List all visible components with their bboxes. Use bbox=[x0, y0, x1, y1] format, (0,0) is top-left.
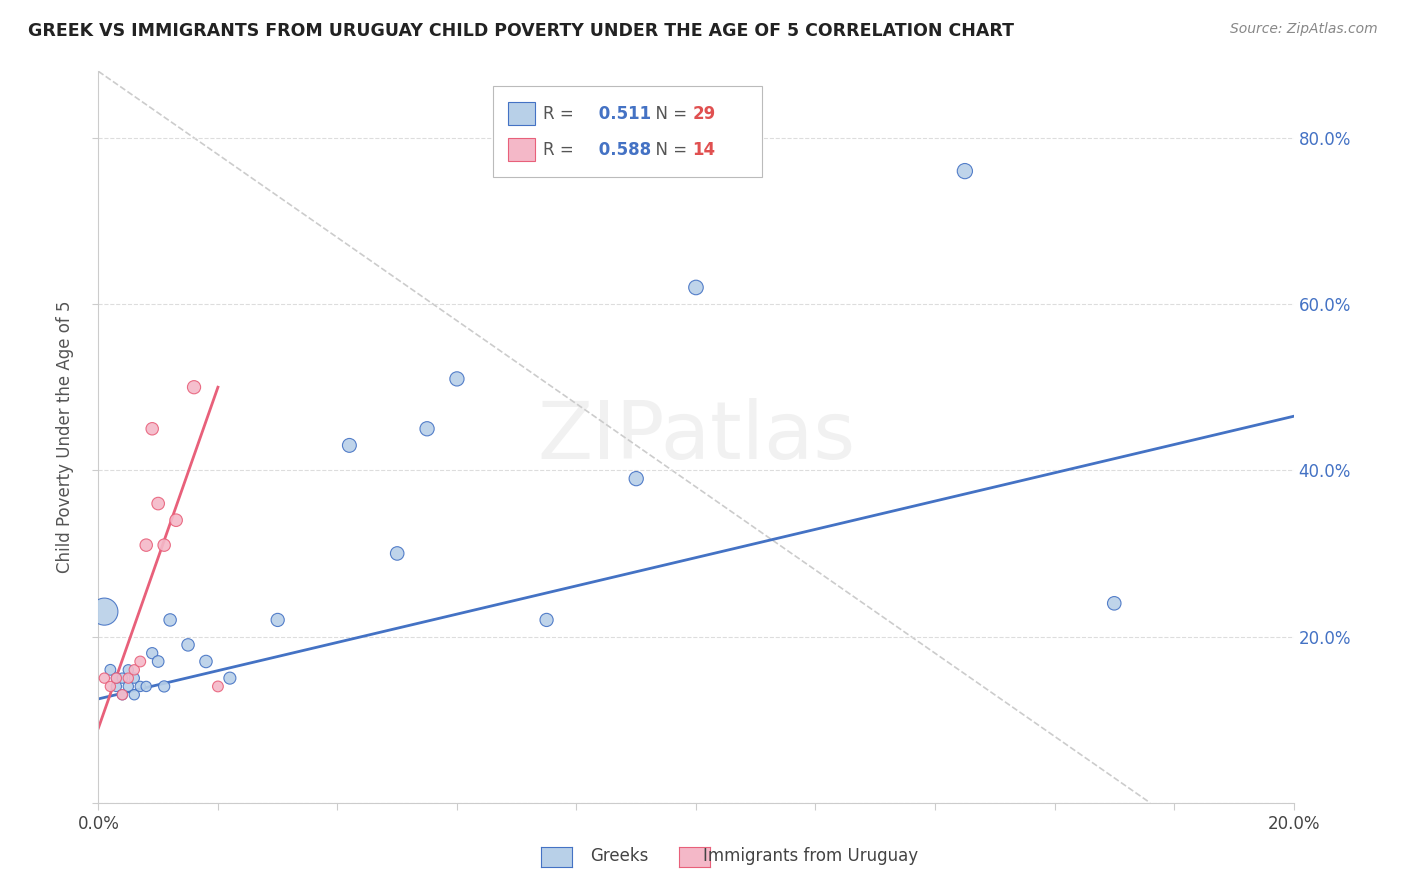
Point bbox=[165, 513, 187, 527]
Point bbox=[98, 680, 122, 694]
Point bbox=[148, 655, 170, 669]
Point bbox=[148, 497, 170, 511]
Text: N =: N = bbox=[644, 141, 692, 159]
Point bbox=[111, 688, 134, 702]
Point bbox=[385, 546, 409, 560]
Text: Immigrants from Uruguay: Immigrants from Uruguay bbox=[703, 847, 918, 864]
Point bbox=[446, 372, 468, 386]
Point bbox=[98, 663, 122, 677]
Point bbox=[129, 680, 152, 694]
Text: Source: ZipAtlas.com: Source: ZipAtlas.com bbox=[1230, 22, 1378, 37]
Point bbox=[159, 613, 181, 627]
Point bbox=[267, 613, 290, 627]
Point bbox=[105, 671, 128, 685]
Point bbox=[207, 680, 229, 694]
Text: 14: 14 bbox=[692, 141, 716, 159]
Point bbox=[339, 438, 361, 452]
Point bbox=[685, 280, 707, 294]
Point bbox=[105, 680, 128, 694]
Point bbox=[141, 646, 163, 660]
Point bbox=[111, 671, 134, 685]
Text: 0.511: 0.511 bbox=[593, 104, 651, 123]
Point bbox=[124, 663, 146, 677]
Point bbox=[117, 680, 139, 694]
Text: N =: N = bbox=[644, 104, 692, 123]
Point bbox=[111, 688, 134, 702]
Point bbox=[195, 655, 218, 669]
Text: 29: 29 bbox=[692, 104, 716, 123]
Point bbox=[1104, 596, 1126, 610]
FancyBboxPatch shape bbox=[509, 102, 534, 126]
FancyBboxPatch shape bbox=[509, 138, 534, 161]
Point bbox=[626, 472, 648, 486]
Point bbox=[141, 422, 163, 436]
Text: GREEK VS IMMIGRANTS FROM URUGUAY CHILD POVERTY UNDER THE AGE OF 5 CORRELATION CH: GREEK VS IMMIGRANTS FROM URUGUAY CHILD P… bbox=[28, 22, 1014, 40]
Text: ZIPatlas: ZIPatlas bbox=[537, 398, 855, 476]
Point bbox=[117, 663, 139, 677]
Point bbox=[124, 671, 146, 685]
Point bbox=[177, 638, 200, 652]
Text: R =: R = bbox=[543, 141, 579, 159]
Text: Greeks: Greeks bbox=[591, 847, 650, 864]
Point bbox=[129, 655, 152, 669]
Point bbox=[153, 680, 176, 694]
Point bbox=[105, 671, 128, 685]
Point bbox=[953, 164, 976, 178]
Point bbox=[124, 688, 146, 702]
Point bbox=[219, 671, 242, 685]
Text: 0.588: 0.588 bbox=[593, 141, 651, 159]
Point bbox=[183, 380, 205, 394]
Point bbox=[153, 538, 176, 552]
Point bbox=[135, 680, 157, 694]
Point bbox=[117, 671, 139, 685]
Point bbox=[93, 671, 115, 685]
Point bbox=[416, 422, 439, 436]
Y-axis label: Child Poverty Under the Age of 5: Child Poverty Under the Age of 5 bbox=[56, 301, 75, 574]
FancyBboxPatch shape bbox=[494, 86, 762, 178]
Point bbox=[536, 613, 558, 627]
Text: R =: R = bbox=[543, 104, 579, 123]
Point bbox=[135, 538, 157, 552]
Point bbox=[93, 605, 115, 619]
